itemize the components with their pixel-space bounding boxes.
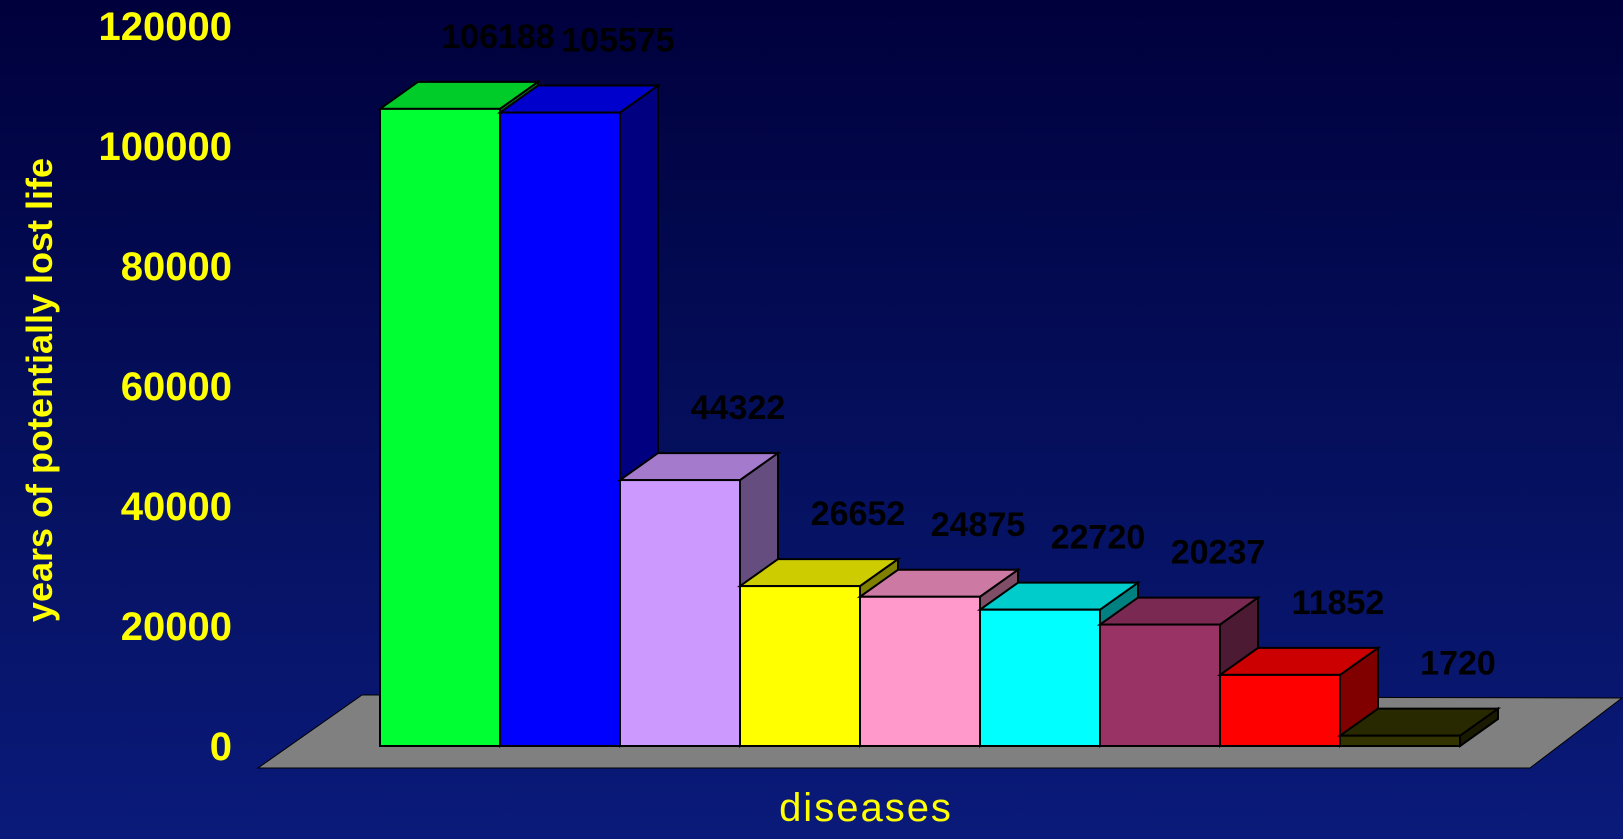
- data-label: 44322: [691, 389, 786, 427]
- bar-front-face: [1099, 623, 1221, 747]
- data-label: 105575: [561, 22, 674, 60]
- bar-5: [856, 567, 1022, 748]
- data-label: 26652: [811, 495, 906, 533]
- y-axis-ticks: 0 20000 40000 60000 80000 100000 120000: [99, 5, 232, 769]
- bar-front-face: [619, 479, 741, 747]
- bar-front-face: [739, 585, 861, 748]
- bars-group: [376, 79, 1502, 748]
- data-label: 22720: [1051, 519, 1146, 557]
- bar-front-face: [1219, 673, 1341, 747]
- bar-9: [1336, 706, 1502, 748]
- y-tick-label: 100000: [99, 125, 232, 169]
- data-labels-group: 106188 105575 44322 26652 24875 22720 20237 118…: [441, 18, 1496, 683]
- data-label: 106188: [441, 18, 554, 56]
- data-label: 1720: [1420, 645, 1496, 683]
- data-label: 11852: [1292, 584, 1385, 622]
- bar-front-face: [859, 595, 981, 747]
- y-tick-label: 60000: [121, 365, 232, 409]
- data-label: 20237: [1171, 534, 1266, 572]
- y-tick-label: 40000: [121, 485, 232, 529]
- y-tick-label: 120000: [99, 5, 232, 49]
- bar-front-face: [499, 111, 621, 748]
- y-tick-label: 0: [210, 725, 232, 769]
- bar-front-face: [1339, 734, 1461, 747]
- x-axis-label: diseases: [779, 786, 953, 830]
- y-tick-label: 20000: [121, 605, 232, 649]
- bar-front-face: [379, 107, 501, 747]
- y-axis-label: years of potentially lost life: [19, 158, 60, 622]
- bar-front-face: [979, 608, 1101, 747]
- bar-8: [1216, 645, 1382, 748]
- y-tick-label: 80000: [121, 245, 232, 289]
- data-label: 24875: [931, 506, 1026, 544]
